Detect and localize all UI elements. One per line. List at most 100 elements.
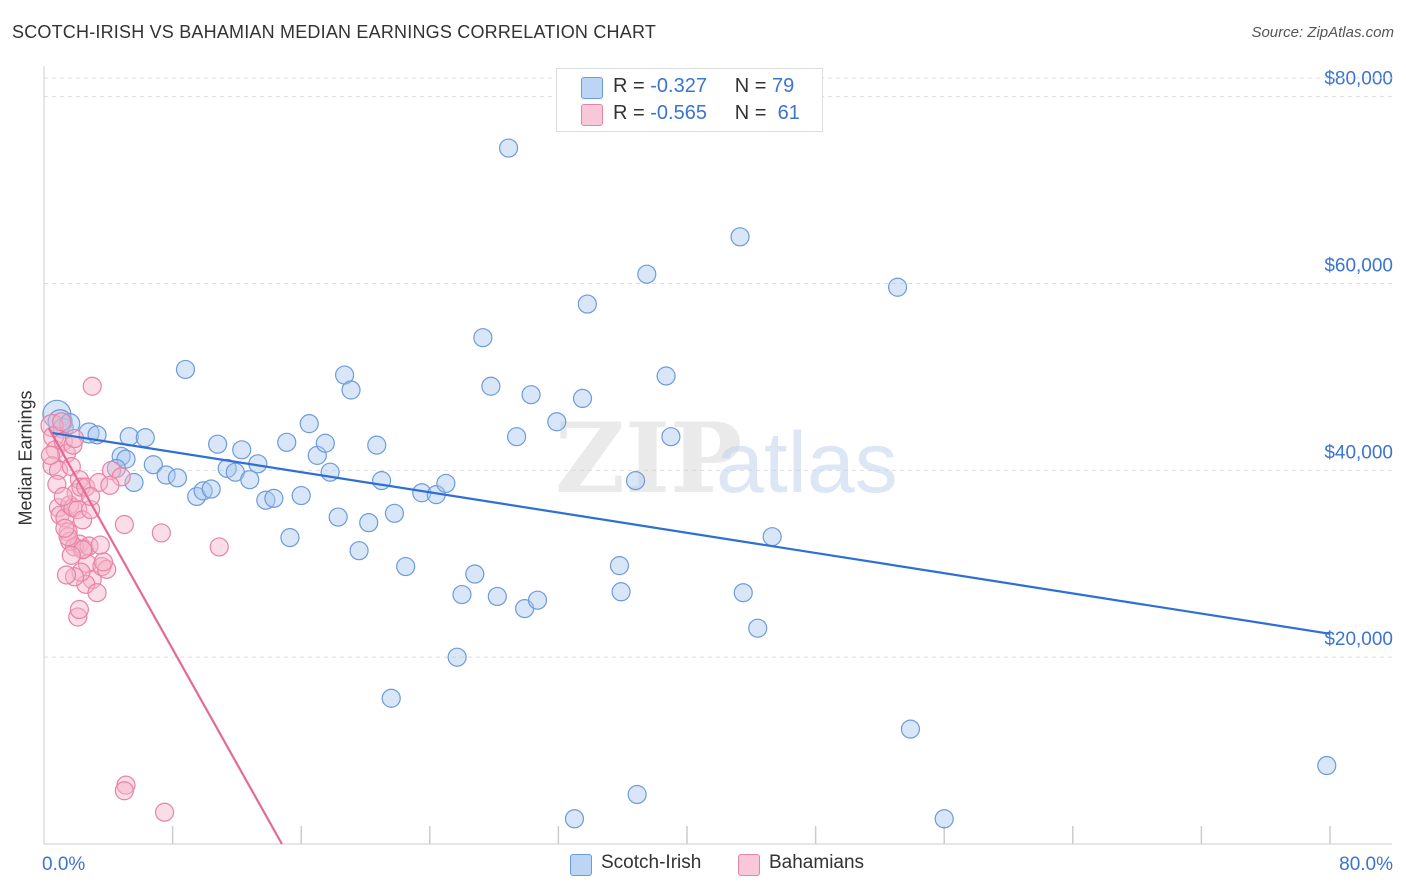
legend-n-label-1: N = — [734, 75, 767, 97]
point-bahamians — [53, 486, 73, 507]
point-scotch-irish — [627, 784, 647, 805]
point-bahamians — [55, 518, 75, 538]
point-bahamians — [87, 583, 107, 603]
point-scotch-irish — [656, 366, 676, 386]
point-bahamians — [64, 567, 85, 587]
point-scotch-irish — [384, 503, 405, 523]
point-scotch-irish — [436, 473, 456, 494]
point-bahamians — [68, 607, 88, 627]
watermark-atlas: atlas — [716, 415, 898, 511]
point-scotch-irish — [1317, 755, 1337, 776]
point-bahamians — [209, 537, 229, 557]
bottom-legend-label-1: Scotch-Irish — [601, 852, 702, 873]
point-bahamians — [90, 535, 110, 555]
y-tick-label: $40,000 — [1324, 442, 1393, 463]
point-scotch-irish — [201, 479, 221, 499]
point-bahamians — [100, 475, 120, 495]
point-bahamians — [114, 781, 134, 801]
x-tick-label-min: 0.0% — [42, 854, 85, 875]
point-scotch-irish — [481, 376, 501, 396]
stats-legend: R = -0.327 N = 79 R = -0.565 N = 61 — [556, 68, 823, 132]
point-bahamians — [101, 460, 122, 480]
point-scotch-irish — [240, 470, 260, 490]
point-bahamians — [40, 445, 61, 465]
legend-r-label-2: R = — [613, 102, 645, 124]
point-bahamians — [47, 474, 67, 494]
point-scotch-irish — [256, 490, 276, 510]
point-scotch-irish — [156, 465, 176, 485]
point-scotch-irish — [208, 434, 228, 454]
point-scotch-irish — [521, 385, 541, 405]
point-scotch-irish — [730, 227, 750, 247]
point-scotch-irish — [748, 618, 768, 638]
legend-r-label-1: R = — [613, 75, 645, 97]
point-scotch-irish — [934, 809, 954, 829]
y-tick-label: $20,000 — [1324, 629, 1393, 650]
point-scotch-irish — [371, 471, 392, 491]
legend-n-value-2: 61 — [777, 102, 800, 124]
point-scotch-irish — [280, 527, 300, 548]
point-bahamians — [151, 523, 171, 543]
point-scotch-irish — [625, 471, 646, 491]
legend-swatch-pink — [581, 104, 603, 126]
legend-r-value-1: -0.327 — [650, 75, 707, 97]
point-scotch-irish — [381, 688, 401, 708]
point-bahamians — [56, 565, 77, 585]
legend-n-value-1: 79 — [772, 75, 795, 97]
point-scotch-irish — [341, 380, 361, 400]
point-scotch-irish — [900, 719, 921, 739]
point-bahamians — [82, 376, 102, 396]
legend-r-value-2: -0.565 — [650, 102, 707, 124]
bottom-legend-swatch-pink — [738, 854, 760, 876]
point-scotch-irish — [611, 582, 631, 602]
point-scotch-irish — [498, 138, 519, 158]
trendline-bahamians — [47, 427, 283, 845]
point-scotch-irish — [232, 440, 252, 460]
point-scotch-irish — [328, 507, 348, 527]
point-scotch-irish — [315, 433, 335, 453]
point-scotch-irish — [143, 455, 163, 475]
point-scotch-irish — [452, 584, 472, 605]
point-scotch-irish — [264, 488, 284, 508]
point-scotch-irish — [507, 427, 527, 447]
point-bahamians — [72, 510, 93, 530]
watermark-zip: ZIP — [555, 402, 742, 515]
point-scotch-irish — [193, 481, 213, 501]
point-bahamians — [81, 499, 101, 520]
point-bahamians — [52, 412, 72, 432]
source-label: Source: ZipAtlas.com — [1251, 24, 1394, 41]
y-tick-label: $80,000 — [1324, 69, 1393, 90]
point-bahamians — [154, 802, 175, 822]
point-scotch-irish — [733, 583, 753, 603]
point-scotch-irish — [447, 647, 467, 667]
point-scotch-irish — [572, 388, 593, 409]
bottom-legend-label-2: Bahamians — [769, 852, 865, 873]
point-scotch-irish — [609, 556, 630, 576]
point-scotch-irish — [359, 513, 379, 533]
x-tick-label-max: 80.0% — [1339, 854, 1393, 875]
point-bahamians — [69, 599, 89, 620]
point-scotch-irish — [527, 590, 548, 610]
point-scotch-irish — [661, 427, 681, 447]
point-scotch-irish — [277, 432, 297, 452]
point-scotch-irish — [59, 413, 81, 435]
legend-n-label-2: N = — [734, 102, 767, 124]
point-bahamians — [114, 514, 134, 535]
trendline-scotch-irish — [51, 431, 1331, 635]
point-scotch-irish — [167, 468, 188, 488]
point-scotch-irish — [637, 264, 657, 284]
point-scotch-irish — [349, 541, 369, 561]
point-bahamians — [48, 460, 69, 480]
bottom-legend-swatch-blue — [570, 854, 592, 876]
point-bahamians — [48, 498, 69, 518]
point-scotch-irish — [299, 414, 319, 434]
y-tick-label: $60,000 — [1324, 256, 1393, 277]
point-scotch-irish — [396, 556, 416, 577]
point-scotch-irish — [577, 294, 597, 314]
point-bahamians — [93, 552, 114, 572]
point-scotch-irish — [887, 277, 908, 297]
point-scotch-irish — [465, 564, 485, 584]
point-scotch-irish — [487, 586, 507, 607]
point-scotch-irish — [135, 428, 155, 448]
point-scotch-irish — [762, 527, 782, 547]
